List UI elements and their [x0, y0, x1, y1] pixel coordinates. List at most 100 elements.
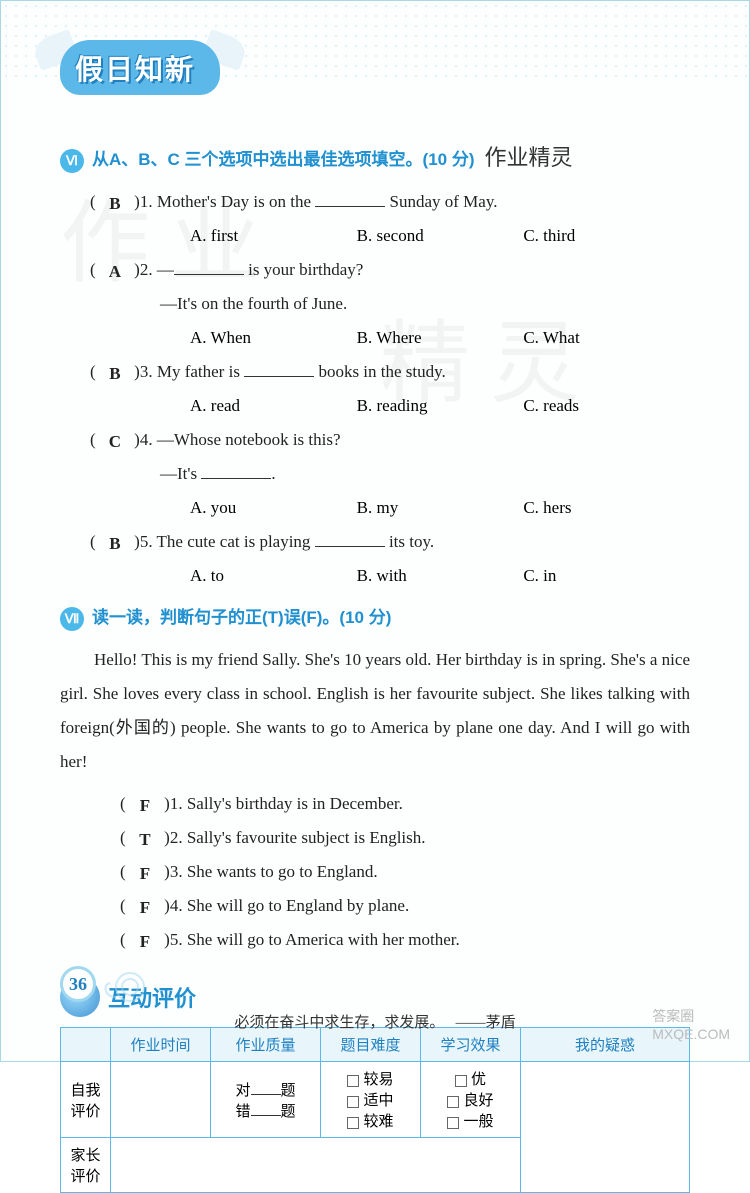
th-quality: 作业质量	[211, 1028, 321, 1062]
blank	[315, 530, 385, 547]
tf4-text: She will go to England by plane.	[187, 896, 409, 915]
handwritten-note: 作业精灵	[485, 140, 573, 172]
q2-opt-c: C. What	[523, 321, 690, 355]
checkbox-icon[interactable]	[347, 1096, 359, 1108]
q3-opt-a: A. read	[190, 389, 357, 423]
self-difficulty-cell[interactable]: 较易 适中 较难	[321, 1062, 421, 1138]
blank	[251, 1115, 281, 1116]
q2-text-a: —	[157, 260, 174, 279]
corner-line1: 答案圈	[652, 1006, 730, 1026]
th-difficulty: 题目难度	[321, 1028, 421, 1062]
q1-text-b: Sunday of May.	[385, 192, 497, 211]
parent-eval-cell[interactable]	[111, 1138, 521, 1193]
q3-text-a: My father is	[157, 362, 244, 381]
tf4-num: 4.	[170, 896, 183, 915]
tf3-answer: F	[130, 857, 160, 891]
q1-num: 1.	[140, 192, 153, 211]
tf1-num: 1.	[170, 794, 183, 813]
q4-stem: ( C )4. —Whose notebook is this?	[60, 423, 690, 457]
q3-num: 3.	[140, 362, 153, 381]
self-quality-cell[interactable]: 对题 错题	[211, 1062, 321, 1138]
tf5-answer: F	[130, 925, 160, 959]
section-7-title: 读一读，判断句子的正(T)误(F)。(10 分)	[92, 603, 391, 628]
section-6-num: Ⅵ	[60, 149, 84, 173]
q1-answer: B	[100, 187, 130, 221]
q4-opt-c: C. hers	[523, 491, 690, 525]
q5-num: 5.	[140, 532, 153, 551]
q5-stem: ( B )5. The cute cat is playing its toy.	[60, 525, 690, 559]
tf1-answer: F	[130, 789, 160, 823]
q1-stem: ( B )1. Mother's Day is on the Sunday of…	[60, 185, 690, 219]
quote-text: 必须在奋斗中求生存，求发展。	[234, 1015, 444, 1031]
tf-2: ( T )2. Sally's favourite subject is Eng…	[60, 821, 690, 855]
q2-text-b: is your birthday?	[244, 260, 363, 279]
self-eval-row: 自我评价 对题 错题 较易 适中 较难 优 良好 一般	[61, 1062, 690, 1138]
tf1-text: Sally's birthday is in December.	[187, 794, 403, 813]
self-time-cell[interactable]	[111, 1062, 211, 1138]
q3-answer: B	[100, 357, 130, 391]
evaluation-section: 互动评价 作业时间 作业质量 题目难度 学习效果 我的疑惑 自我评价 对题 错题…	[60, 977, 690, 1193]
checkbox-icon[interactable]	[347, 1117, 359, 1129]
q2-options: A. When B. Where C. What	[60, 321, 690, 355]
section-6-header: Ⅵ 从A、B、C 三个选项中选出最佳选项填空。(10 分) 作业精灵	[60, 140, 690, 173]
tf-4: ( F )4. She will go to England by plane.	[60, 889, 690, 923]
footer-quote: 必须在奋斗中求生存，求发展。 ——茅盾	[0, 1011, 750, 1032]
section-7-header: Ⅶ 读一读，判断句子的正(T)误(F)。(10 分)	[60, 603, 690, 631]
quote-author: ——茅盾	[456, 1015, 516, 1031]
tf-3: ( F )3. She wants to go to England.	[60, 855, 690, 889]
effect-good: 良好	[463, 1093, 493, 1109]
quality-wrong-label: 错	[235, 1104, 250, 1120]
evaluation-table: 作业时间 作业质量 题目难度 学习效果 我的疑惑 自我评价 对题 错题 较易 适…	[60, 1027, 690, 1193]
corner-line2: MXQE.COM	[652, 1026, 730, 1042]
q2-stem: ( A )2. — is your birthday?	[60, 253, 690, 287]
q1-opt-c: C. third	[523, 219, 690, 253]
q4-line2-b: .	[271, 464, 275, 483]
q2-opt-a: A. When	[190, 321, 357, 355]
q5-opt-b: B. with	[357, 559, 524, 593]
doubt-cell[interactable]	[521, 1062, 690, 1193]
header-banner: 假日知新	[40, 30, 240, 110]
snail-icon	[100, 967, 150, 1007]
banner-title: 假日知新	[75, 48, 195, 88]
page-number: 36	[60, 966, 96, 1002]
q4-options: A. you B. my C. hers	[60, 491, 690, 525]
quality-unit2: 题	[281, 1104, 296, 1120]
diff-hard: 较难	[363, 1114, 393, 1130]
checkbox-icon[interactable]	[347, 1075, 359, 1087]
q5-opt-a: A. to	[190, 559, 357, 593]
q4-opt-b: B. my	[357, 491, 524, 525]
table-header-row: 作业时间 作业质量 题目难度 学习效果 我的疑惑	[61, 1028, 690, 1062]
q2-line2: —It's on the fourth of June.	[60, 287, 690, 321]
checkbox-icon[interactable]	[447, 1096, 459, 1108]
checkbox-icon[interactable]	[447, 1117, 459, 1129]
q4-line2: —It's .	[60, 457, 690, 491]
main-content: Ⅵ 从A、B、C 三个选项中选出最佳选项填空。(10 分) 作业精灵 ( B )…	[60, 140, 690, 1193]
q2-answer: A	[100, 255, 130, 289]
tf5-text: She will go to America with her mother.	[187, 930, 460, 949]
q2-opt-b: B. Where	[357, 321, 524, 355]
parent-eval-label: 家长评价	[61, 1138, 111, 1193]
q1-text-a: Mother's Day is on the	[157, 192, 315, 211]
checkbox-icon[interactable]	[455, 1075, 467, 1087]
q3-stem: ( B )3. My father is books in the study.	[60, 355, 690, 389]
tf3-text: She wants to go to England.	[187, 862, 378, 881]
q4-text-a: —Whose notebook is this?	[157, 430, 341, 449]
tf4-answer: F	[130, 891, 160, 925]
q5-options: A. to B. with C. in	[60, 559, 690, 593]
q4-opt-a: A. you	[190, 491, 357, 525]
quality-correct-label: 对	[235, 1083, 250, 1099]
diff-easy: 较易	[363, 1072, 393, 1088]
diff-medium: 适中	[363, 1093, 393, 1109]
effect-excellent: 优	[471, 1072, 486, 1088]
self-effect-cell[interactable]: 优 良好 一般	[421, 1062, 521, 1138]
tf2-text: Sally's favourite subject is English.	[187, 828, 426, 847]
q5-answer: B	[100, 527, 130, 561]
tf5-num: 5.	[170, 930, 183, 949]
blank	[251, 1094, 281, 1095]
q3-opt-c: C. reads	[523, 389, 690, 423]
section-7-num: Ⅶ	[60, 607, 84, 631]
blank	[315, 190, 385, 207]
quality-unit1: 题	[281, 1083, 296, 1099]
th-time: 作业时间	[111, 1028, 211, 1062]
q5-text-a: The cute cat is playing	[157, 532, 315, 551]
